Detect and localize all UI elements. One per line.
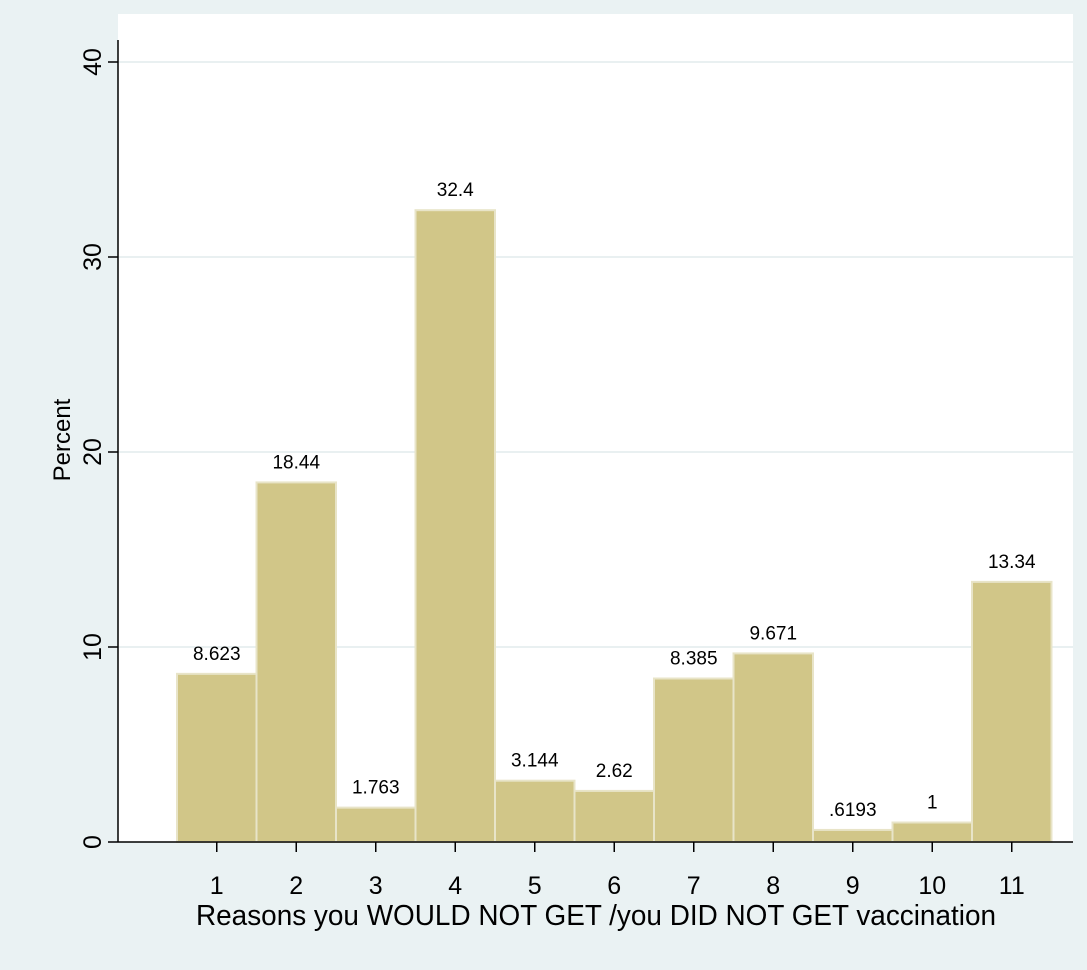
y-axis-title: Percent [49,398,76,481]
x-tick-label: 7 [687,872,701,900]
bar-value-label: 13.34 [988,552,1036,573]
bar [891,821,973,843]
x-tick-label: 9 [846,872,860,900]
bar-value-label: 8.623 [193,644,241,665]
x-tick-label: 8 [766,872,780,900]
x-tick-label: 5 [528,872,542,900]
bar [494,779,576,844]
y-tick-label: 0 [79,835,107,849]
bar-value-label: 32.4 [437,180,474,201]
bar [812,828,894,843]
bar [573,789,655,843]
bar-value-label: 1.763 [352,778,400,799]
bar [414,209,496,843]
bar [653,677,735,843]
x-tick-label: 6 [607,872,621,900]
bar-value-label: 18.44 [272,452,320,473]
bar-value-label: .6193 [829,800,877,821]
x-tick-label: 3 [369,872,383,900]
bars [176,209,1053,844]
bar-value-labels: 8.623 18.44 1.763 32.4 3.144 2.62 8.385 9.671 .6… [193,180,1036,821]
y-tick-label: 10 [79,633,107,661]
x-tick-label: 10 [918,872,946,900]
bar-value-label: 9.671 [749,623,797,644]
bar-value-label: 8.385 [670,648,718,669]
x-tick-label: 4 [448,872,462,900]
y-tick-label: 30 [79,243,107,271]
y-tick-label: 20 [79,438,107,466]
bar [971,580,1053,843]
bar [335,806,417,844]
bar [732,652,814,844]
bar-value-label: 1 [927,793,938,814]
y-tick-label: 40 [79,48,107,76]
x-tick-label: 2 [289,872,303,900]
x-axis-title: Reasons you WOULD NOT GET /you DID NOT G… [196,900,996,932]
bar-value-label: 2.62 [596,761,633,782]
axes: 1 2 3 4 5 6 7 8 9 10 11 0 10 20 30 40 [79,40,1073,900]
bar [255,481,337,843]
x-tick-label: 11 [999,872,1025,900]
x-tick-label: 1 [210,872,224,900]
bar-value-label: 3.144 [511,751,559,772]
bar [176,672,258,843]
